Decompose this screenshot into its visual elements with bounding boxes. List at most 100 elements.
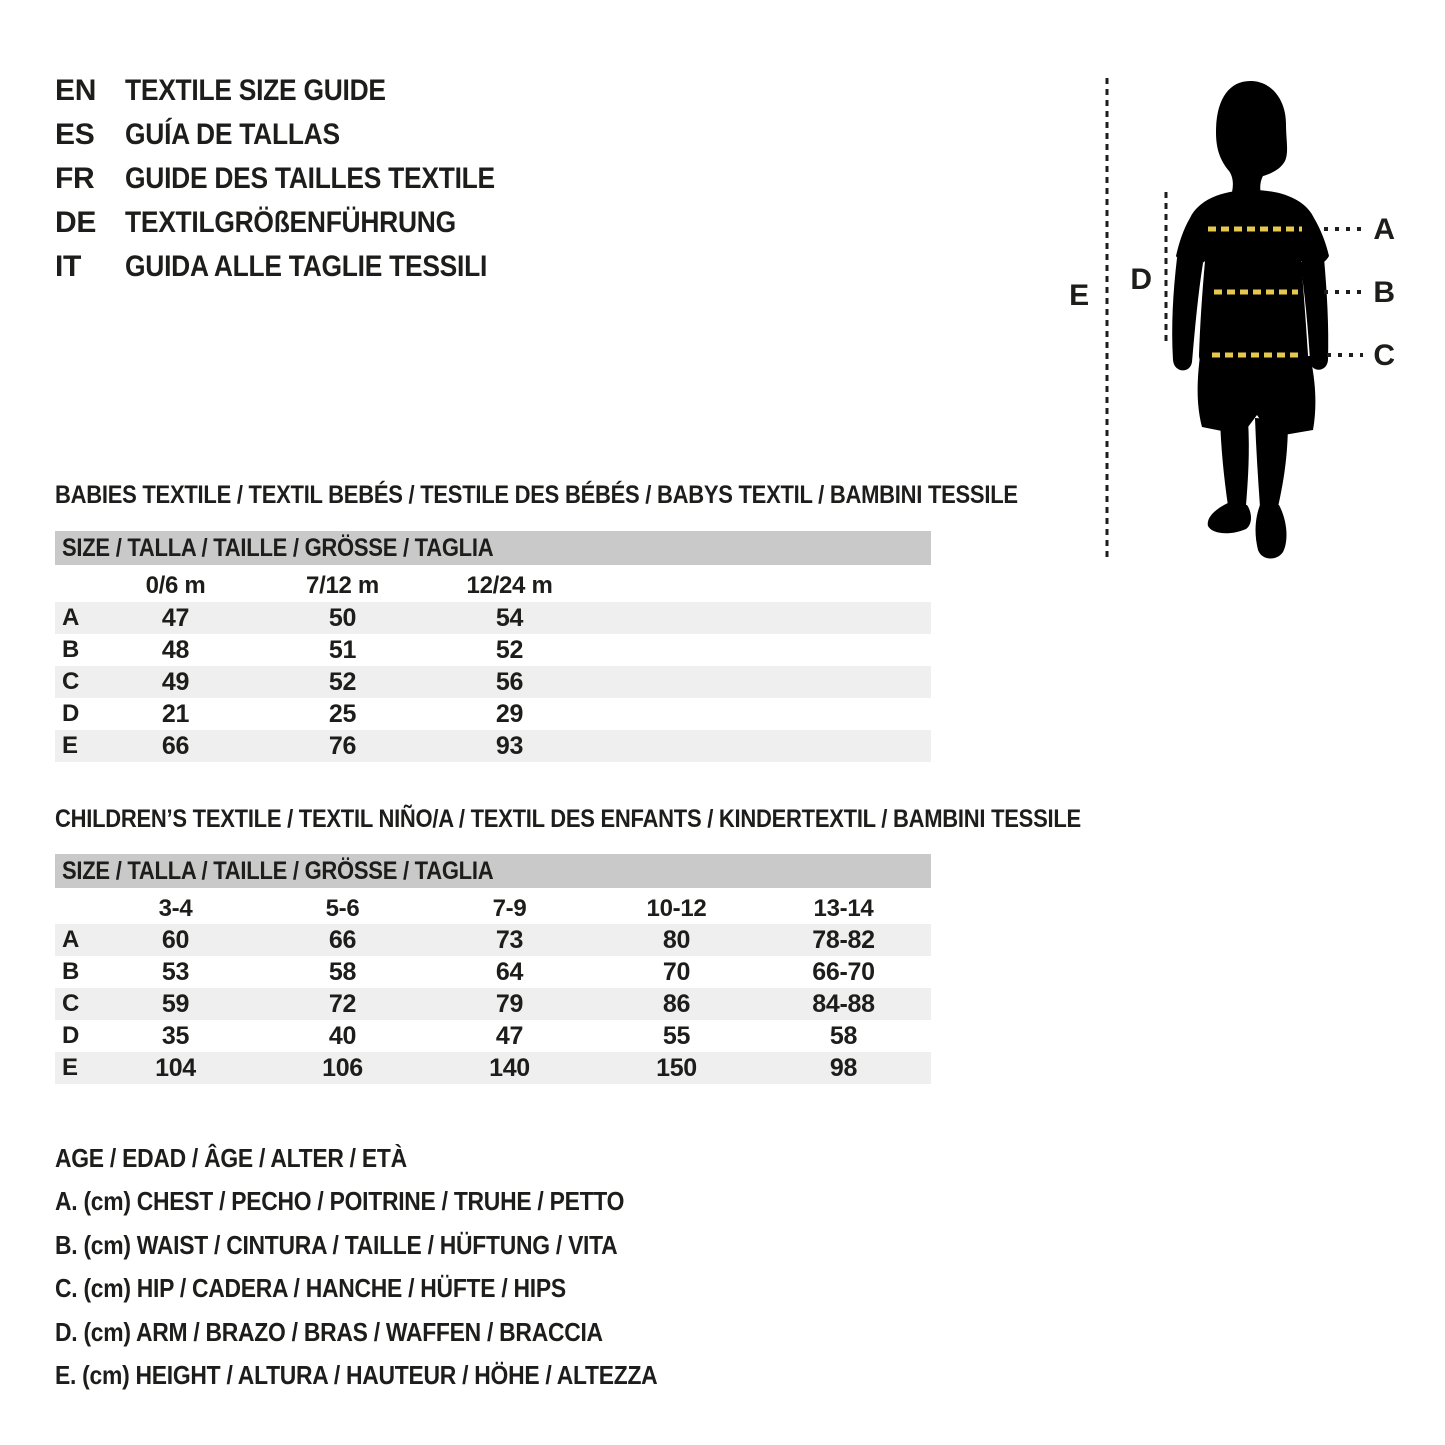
figure-label-d: D [1130, 263, 1151, 296]
language-row-fr: FR GUIDE DES TAILLES TEXTILE [55, 157, 545, 200]
child-silhouette-figure: A B C D E [1069, 78, 1395, 562]
language-title: TEXTILE SIZE GUIDE [125, 74, 421, 108]
legend-line-chest: A. (cm) CHEST / PECHO / POITRINE / TRUHE… [55, 1186, 702, 1216]
legend-line-hip: C. (cm) HIP / CADERA / HANCHE / HÜFTE / … [55, 1272, 636, 1303]
table-cell: 60 [161, 925, 190, 954]
table-cell: 52 [495, 635, 524, 664]
child-silhouette [1172, 80, 1329, 559]
table-cell: 54 [495, 603, 524, 632]
table-cell: 66 [161, 731, 190, 760]
legend-line-waist: B. (cm) WAIST / CINTURA / TAILLE / HÜFTU… [55, 1230, 694, 1260]
column-header: 7/12 m [306, 572, 379, 599]
table-cell: 104 [155, 1053, 196, 1082]
table-cell: 21 [161, 699, 190, 728]
table-cell: 64 [495, 957, 524, 986]
table-cell: 35 [161, 1021, 190, 1050]
table-cell: 84-88 [812, 989, 875, 1018]
legend-line-height: E. (cm) HEIGHT / ALTURA / HAUTEUR / HÖHE… [55, 1359, 740, 1390]
column-header: 10-12 [646, 895, 707, 922]
column-header: 7-9 [492, 895, 527, 922]
row-label: D [62, 700, 80, 727]
table-row-e: E 104 106 140 150 98 [55, 1052, 931, 1084]
table-cell: 25 [328, 699, 357, 728]
table-cell: 49 [161, 667, 190, 696]
table-cell: 70 [662, 957, 691, 986]
table-cell: 56 [495, 667, 524, 696]
table-cell: 78-82 [812, 925, 875, 954]
column-header: 0/6 m [145, 572, 206, 599]
table-cell: 72 [328, 989, 357, 1018]
language-code: IT [55, 249, 82, 283]
table-cell: 52 [328, 667, 357, 696]
children-size-header-text: SIZE / TALLA / TAILLE / GRÖSSE / TAGLIA [62, 856, 494, 885]
column-header: 13-14 [813, 895, 874, 922]
table-cell: 48 [161, 635, 190, 664]
language-title-text: TEXTILE SIZE GUIDE [125, 73, 386, 107]
table-cell: 55 [662, 1021, 691, 1050]
table-cell: 106 [322, 1053, 363, 1082]
silhouette-left-arm [1172, 258, 1203, 371]
table-cell: 51 [328, 635, 357, 664]
silhouette-right-arm [1300, 258, 1329, 370]
table-cell: 150 [656, 1053, 697, 1082]
table-cell: 47 [161, 603, 190, 632]
table-cell: 93 [495, 731, 524, 760]
row-label: C [62, 668, 80, 695]
column-header: 12/24 m [466, 572, 553, 599]
silhouette-shorts [1197, 356, 1316, 437]
figure-label-c: C [1373, 339, 1394, 372]
children-size-header-bar: SIZE / TALLA / TAILLE / GRÖSSE / TAGLIA [55, 854, 931, 888]
table-cell: 50 [328, 603, 357, 632]
language-code: DE [55, 205, 97, 239]
table-row-c: C 59 72 79 86 84-88 [55, 988, 931, 1020]
table-row-d: D 21 25 29 [55, 698, 931, 730]
table-row-b: B 48 51 52 [55, 634, 931, 666]
language-title: GUIDA ALLE TAGLIE TESSILI [125, 250, 536, 284]
children-section-title: CHILDREN’S TEXTILE / TEXTIL NIÑO/A / TEX… [55, 802, 1221, 836]
language-code: EN [55, 73, 97, 107]
babies-column-header-row: 0/6 m 7/12 m 12/24 m [55, 571, 931, 601]
language-row-es: ES GUÍA DE TALLAS [55, 113, 369, 156]
table-cell: 66-70 [812, 957, 875, 986]
row-label: B [62, 958, 80, 985]
table-cell: 58 [328, 957, 357, 986]
silhouette-right-shoe [1255, 505, 1287, 559]
language-code: FR [55, 161, 95, 195]
language-title-text: GUIDA ALLE TAGLIE TESSILI [125, 249, 488, 283]
row-label: D [62, 1022, 80, 1049]
legend-text: C. (cm) HIP / CADERA / HANCHE / HÜFTE / … [55, 1272, 566, 1303]
figure-label-e: E [1069, 279, 1089, 312]
table-cell: 80 [662, 925, 691, 954]
language-title-text: GUIDE DES TAILLES TEXTILE [125, 161, 495, 195]
babies-section-title-text: BABIES TEXTILE / TEXTIL BEBÉS / TESTILE … [55, 480, 1018, 509]
table-cell: 47 [495, 1021, 524, 1050]
table-cell: 76 [328, 731, 357, 760]
table-cell: 79 [495, 989, 524, 1018]
language-row-en: EN TEXTILE SIZE GUIDE [55, 69, 421, 112]
babies-section-title: BABIES TEXTILE / TEXTIL BEBÉS / TESTILE … [55, 478, 1149, 512]
figure-label-a: A [1373, 213, 1394, 246]
silhouette-shirt [1176, 190, 1329, 371]
table-cell: 86 [662, 989, 691, 1018]
table-row-e: E 66 76 93 [55, 730, 931, 762]
table-row-b: B 53 58 64 70 66-70 [55, 956, 931, 988]
figure-label-b: B [1373, 276, 1394, 309]
table-cell: 66 [328, 925, 357, 954]
column-header: 5-6 [325, 895, 360, 922]
table-cell: 40 [328, 1021, 357, 1050]
table-cell: 140 [489, 1053, 530, 1082]
legend-text: AGE / EDAD / ÂGE / ALTER / ETÀ [55, 1142, 407, 1173]
silhouette-right-leg [1255, 418, 1288, 507]
babies-size-header-text: SIZE / TALLA / TAILLE / GRÖSSE / TAGLIA [62, 533, 494, 562]
legend-text: E. (cm) HEIGHT / ALTURA / HAUTEUR / HÖHE… [55, 1359, 658, 1390]
table-cell: 53 [161, 957, 190, 986]
silhouette-head [1216, 80, 1288, 199]
table-cell: 73 [495, 925, 524, 954]
children-column-header-row: 3-4 5-6 7-9 10-12 13-14 [55, 894, 931, 924]
table-cell: 29 [495, 699, 524, 728]
language-code: ES [55, 117, 95, 151]
legend-text: D. (cm) ARM / BRAZO / BRAS / WAFFEN / BR… [55, 1316, 603, 1347]
legend-line-age: AGE / EDAD / ÂGE / ALTER / ETÀ [55, 1142, 455, 1173]
language-row-it: IT GUIDA ALLE TAGLIE TESSILI [55, 245, 536, 288]
table-row-a: A 47 50 54 [55, 602, 931, 634]
